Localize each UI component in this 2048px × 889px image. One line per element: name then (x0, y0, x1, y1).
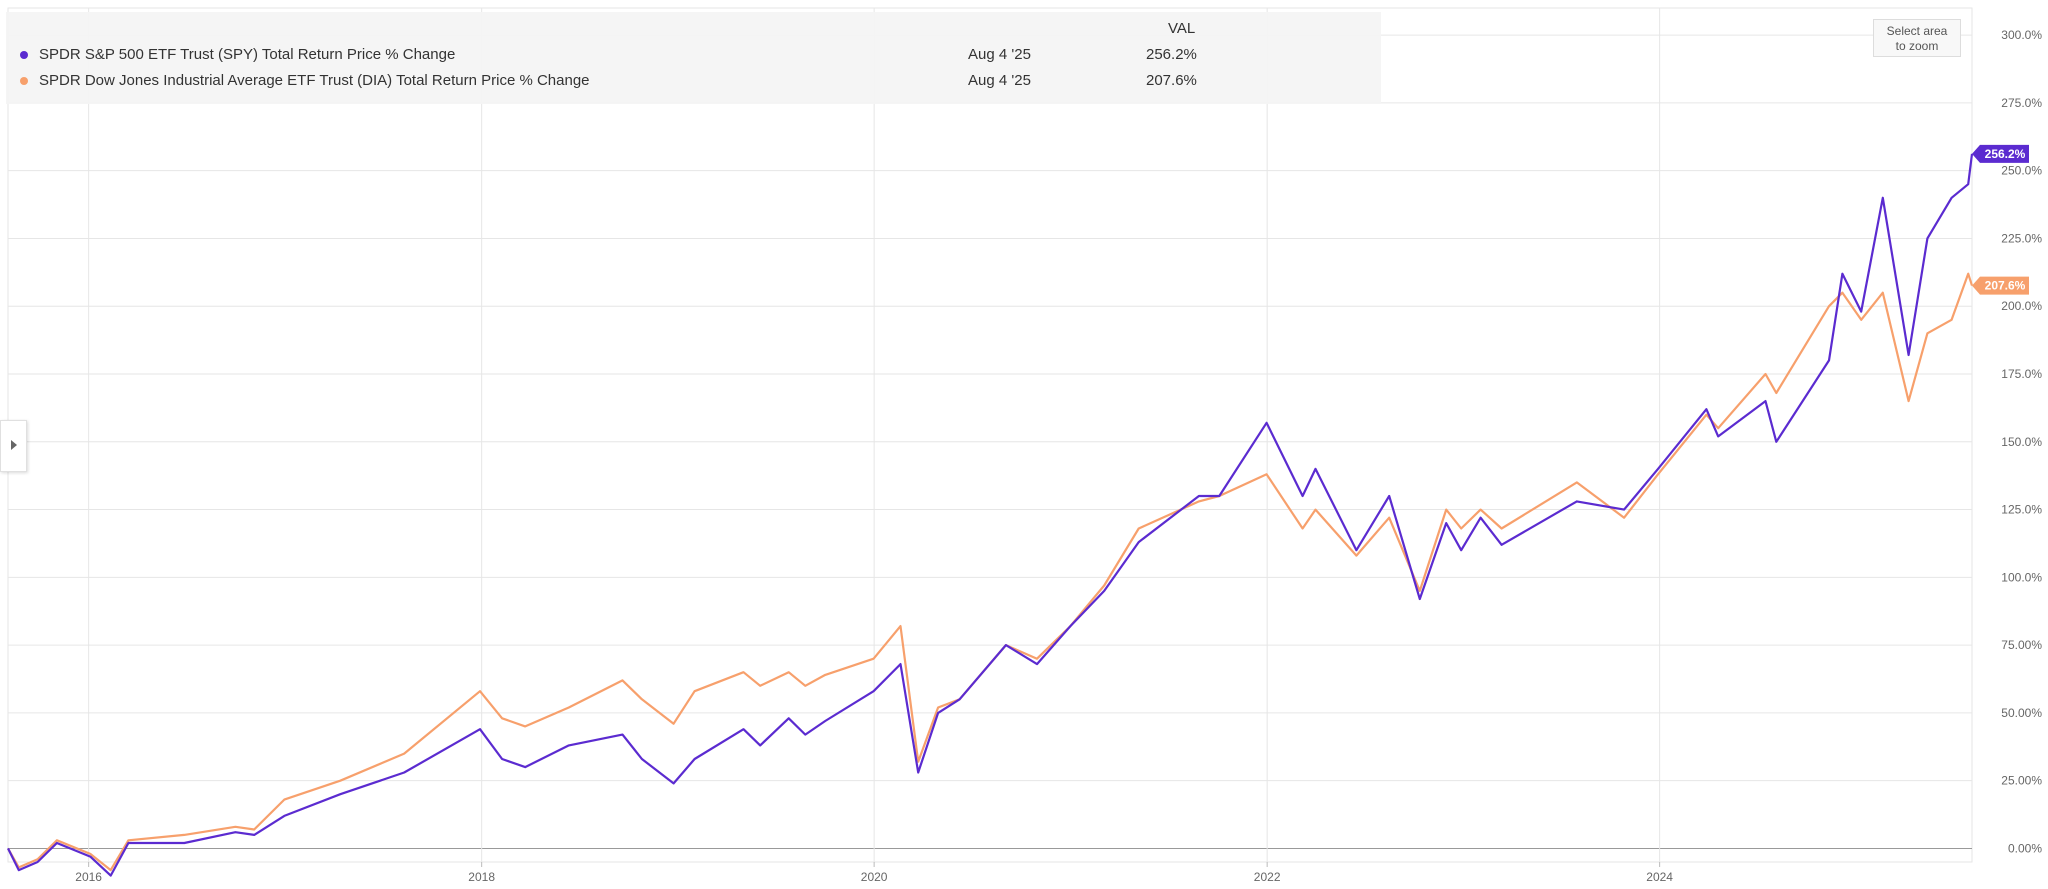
series-line-dia (7, 272, 1974, 872)
end-label-text: 256.2% (1985, 147, 2026, 161)
y-tick-label: 125.0% (2001, 503, 2042, 517)
legend-series-date: Aug 4 '25 (968, 46, 1031, 63)
y-tick-label: 200.0% (2001, 299, 2042, 313)
y-tick-label: 100.0% (2001, 570, 2042, 584)
end-labels: 256.2% 207.6% (1972, 144, 2029, 295)
legend (6, 12, 1381, 104)
y-tick-label: 175.0% (2001, 367, 2042, 381)
legend-series-value: 207.6% (1146, 72, 1197, 89)
y-tick-label: 225.0% (2001, 231, 2042, 245)
legend-header: VAL (1168, 20, 1196, 37)
series-lines (7, 153, 1974, 877)
legend-series-value: 256.2% (1146, 46, 1197, 63)
plot-frame (7, 7, 1973, 863)
x-tick-label: 2018 (468, 870, 495, 884)
series-line-spy (7, 153, 1974, 877)
end-label-badge (1972, 276, 2029, 295)
end-label-badge (1972, 144, 2029, 163)
legend-series-name: SPDR Dow Jones Industrial Average ETF Tr… (39, 72, 590, 89)
legend-series-date: Aug 4 '25 (968, 72, 1031, 89)
side-panel-toggle-button[interactable] (0, 420, 27, 472)
legend-series-name: SPDR S&P 500 ETF Trust (SPY) Total Retur… (39, 46, 456, 63)
y-tick-label: 275.0% (2001, 96, 2042, 110)
zoom-button-line1: Select area (1886, 24, 1948, 38)
caret-right-icon (11, 440, 17, 450)
end-label-text: 207.6% (1985, 279, 2026, 293)
select-area-to-zoom-button[interactable]: Select area to zoom (1873, 19, 1961, 57)
zoom-button-line2: to zoom (1895, 39, 1939, 53)
y-tick-label: 50.00% (2001, 706, 2042, 720)
end-label-spy: 256.2% (1972, 144, 2029, 163)
y-tick-label: 75.00% (2001, 638, 2042, 652)
x-tick-label: 2016 (75, 870, 102, 884)
y-tick-label: 0.00% (2008, 841, 2042, 855)
x-tick-label: 2022 (1254, 870, 1281, 884)
grid (7, 7, 1973, 863)
series-dot-icon (20, 51, 28, 59)
y-tick-label: 250.0% (2001, 164, 2042, 178)
x-tick-label: 2020 (861, 870, 888, 884)
x-tick-label: 2024 (1646, 870, 1673, 884)
y-tick-label: 150.0% (2001, 435, 2042, 449)
y-tick-label: 25.00% (2001, 774, 2042, 788)
series-dot-icon (20, 77, 28, 85)
axes: 0.00% 25.00% 50.00% 75.00% 100.0% 125.0% 150.0… (75, 28, 2042, 884)
y-tick-label: 300.0% (2001, 28, 2042, 42)
end-label-dia: 207.6% (1972, 276, 2029, 295)
